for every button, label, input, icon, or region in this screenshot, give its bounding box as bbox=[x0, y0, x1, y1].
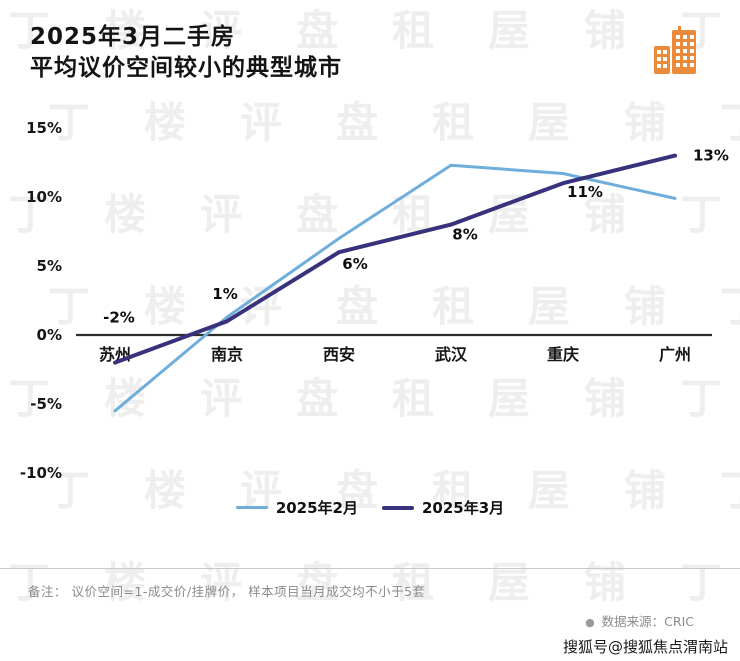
divider bbox=[0, 568, 740, 569]
line-chart: 15%10%5%0%-5%-10%苏州 南京 西安 武汉 重庆 广州-2%1%6%8%11… bbox=[20, 119, 729, 482]
title-line2: 平均议价空间较小的典型城市 bbox=[30, 55, 342, 81]
legend-label: 2025年3月 bbox=[422, 499, 505, 517]
series-line bbox=[113, 153, 677, 365]
y-tick-label: 10% bbox=[26, 188, 62, 206]
chart-legend: 2025年2月 2025年3月 bbox=[0, 497, 740, 518]
category-label: 广州 bbox=[659, 345, 691, 364]
y-tick-label: -5% bbox=[30, 395, 62, 413]
buildings-icon bbox=[648, 24, 702, 82]
data-label: 8% bbox=[452, 226, 477, 244]
legend-swatch bbox=[382, 505, 414, 510]
legend-item: 2025年2月 bbox=[235, 497, 358, 518]
buildings-icon-svg bbox=[654, 26, 696, 74]
data-source: ● 数据来源：CRIC bbox=[585, 611, 694, 630]
data-label: -2% bbox=[103, 309, 135, 327]
series-line bbox=[113, 163, 677, 413]
watermark-char: 铺 bbox=[584, 6, 627, 55]
watermark-char: 屋 bbox=[488, 6, 531, 55]
y-tick-label: 15% bbox=[26, 119, 62, 137]
category-label: 南京 bbox=[211, 345, 243, 364]
data-source-text: 数据来源：CRIC bbox=[601, 614, 694, 629]
bullet-icon: ● bbox=[585, 616, 595, 629]
y-tick-label: 5% bbox=[37, 257, 62, 275]
legend-label: 2025年2月 bbox=[275, 499, 358, 517]
data-label: 6% bbox=[342, 255, 367, 273]
category-label: 武汉 bbox=[435, 345, 468, 364]
data-label: 1% bbox=[212, 285, 237, 303]
legend-swatch bbox=[235, 506, 268, 509]
legend-item: 2025年3月 bbox=[382, 497, 504, 518]
y-tick-label: 0% bbox=[37, 326, 62, 344]
sohu-watermark: 搜狐号@搜狐焦点渭南站 bbox=[562, 638, 728, 656]
data-label: 11% bbox=[567, 183, 603, 201]
category-label: 重庆 bbox=[547, 345, 579, 364]
title-line1: 2025年3月二手房 bbox=[30, 24, 236, 50]
data-label: 13% bbox=[693, 147, 729, 165]
y-tick-label: -10% bbox=[20, 464, 62, 482]
watermark-char: 租 bbox=[392, 6, 435, 55]
chart-title: 2025年3月二手房 平均议价空间较小的典型城市 bbox=[30, 22, 342, 84]
footnote: 备注： 议价空间=1-成交价/挂牌价， 样本项目当月成交均不小于5套 bbox=[28, 584, 426, 599]
category-label: 西安 bbox=[323, 345, 355, 364]
